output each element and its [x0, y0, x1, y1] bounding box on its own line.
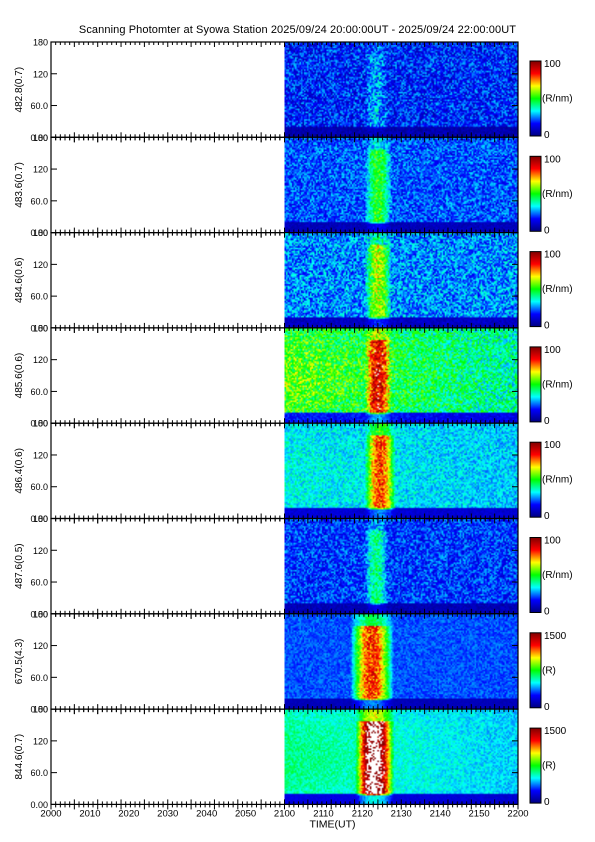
heatmap-panel-5: [284, 423, 518, 519]
colorbar: [529, 346, 542, 423]
y-tick-label: 180: [33, 514, 48, 524]
colorbar: [529, 537, 542, 613]
x-tick-label: 2100: [274, 808, 295, 819]
colorbar-unit-label: (R): [542, 761, 556, 772]
y-tick-label: 120: [33, 165, 48, 175]
y-axis-label: 483.6(0.7): [14, 162, 25, 208]
y-tick-label: 60.0: [30, 673, 48, 683]
y-axis-label: 484.6(0.6): [14, 257, 25, 303]
x-tick-label: 2050: [235, 808, 256, 819]
x-tick-label: 2110: [313, 808, 333, 819]
x-tick-label: 2000: [40, 808, 61, 819]
y-tick-label: 60.0: [30, 292, 48, 302]
y-tick-label: 0.00: [30, 609, 48, 619]
colorbar: [529, 441, 542, 518]
x-tick-label: 2020: [118, 808, 139, 819]
x-tick-label: 2120: [352, 808, 373, 819]
x-tick-label: 2010: [79, 808, 100, 819]
colorbar-min-label: 0: [544, 607, 550, 618]
y-tick-label: 0.00: [30, 133, 48, 143]
x-tick-label: 2130: [391, 808, 412, 819]
colorbar-unit-label: (R/nm): [542, 379, 573, 390]
y-tick-label: 0.00: [30, 228, 48, 238]
y-tick-label: 180: [33, 323, 48, 333]
y-tick-label: 0.00: [30, 419, 48, 429]
heatmap-panel-6: [284, 518, 518, 614]
y-axis-label: 487.6(0.5): [14, 543, 25, 589]
y-tick-label: 60.0: [30, 482, 48, 492]
y-axis-label: 486.4(0.6): [14, 448, 25, 494]
colorbar-unit-label: (R/nm): [542, 94, 573, 105]
colorbar-min-label: 0: [544, 511, 550, 522]
y-tick-label: 120: [33, 641, 48, 651]
colorbar: [529, 155, 542, 232]
colorbar-unit-label: (R/nm): [542, 570, 573, 581]
colorbar-min-label: 0: [544, 416, 550, 427]
colorbar-max-label: 100: [544, 345, 561, 356]
colorbar: [529, 251, 542, 328]
y-tick-label: 120: [33, 546, 48, 556]
colorbar-unit-label: (R/nm): [542, 284, 573, 295]
y-tick-label: 120: [33, 355, 48, 365]
colorbar-min-label: 0: [544, 702, 550, 713]
y-axis-label: 670.5(4.3): [14, 639, 25, 685]
heatmap-panel-3: [284, 232, 518, 328]
colorbar-max-label: 1500: [544, 631, 567, 642]
y-tick-label: 180: [33, 38, 48, 48]
y-tick-label: 180: [33, 133, 48, 143]
x-tick-label: 2150: [469, 808, 490, 819]
y-tick-label: 0.00: [30, 514, 48, 524]
y-tick-label: 0.00: [30, 800, 48, 810]
y-tick-label: 60.0: [30, 387, 48, 397]
chart-title: Scanning Photomter at Syowa Station 2025…: [78, 24, 517, 36]
y-tick-label: 0.00: [30, 705, 48, 715]
x-tick-label: 2040: [196, 808, 217, 819]
y-axis-label: 844.6(0.7): [14, 734, 25, 780]
colorbar-unit-label: (R): [542, 665, 556, 676]
colorbar-max-label: 1500: [544, 726, 567, 737]
y-tick-label: 0.00: [30, 323, 48, 333]
colorbar-min-label: 0: [544, 130, 550, 141]
heatmap-panel-4: [284, 327, 518, 424]
y-tick-label: 120: [33, 69, 48, 79]
colorbar-min-label: 0: [544, 321, 550, 332]
heatmap-panel-8: [284, 709, 518, 805]
x-tick-label: 2030: [157, 808, 178, 819]
heatmap-panel-2: [284, 137, 518, 233]
y-tick-label: 180: [33, 419, 48, 429]
x-axis-label: TIME(UT): [309, 818, 355, 830]
y-tick-label: 180: [33, 705, 48, 715]
y-tick-label: 120: [33, 450, 48, 460]
y-axis-label: 482.8(0.7): [14, 67, 25, 113]
heatmap-panel-7: [284, 613, 518, 710]
y-tick-label: 60.0: [30, 578, 48, 588]
x-tick-label: 2140: [430, 808, 451, 819]
y-tick-label: 60.0: [30, 768, 48, 778]
colorbar-max-label: 100: [544, 250, 561, 261]
y-tick-label: 180: [33, 609, 48, 619]
colorbar-unit-label: (R/nm): [542, 189, 573, 200]
y-tick-label: 60.0: [30, 196, 48, 206]
colorbar-max-label: 100: [544, 536, 561, 547]
colorbar: [529, 60, 542, 137]
y-tick-label: 120: [33, 260, 48, 270]
y-tick-label: 60.0: [30, 101, 48, 111]
y-tick-label: 120: [33, 736, 48, 746]
y-axis-label: 485.6(0.6): [14, 353, 25, 399]
colorbar-max-label: 100: [544, 154, 561, 165]
colorbar-max-label: 100: [544, 440, 561, 451]
y-tick-label: 180: [33, 228, 48, 238]
colorbar-max-label: 100: [544, 59, 561, 70]
x-tick-label: 2200: [507, 808, 528, 819]
heatmap-panel-1: [284, 42, 518, 138]
colorbar: [529, 727, 542, 804]
colorbar-min-label: 0: [544, 225, 550, 236]
colorbar: [529, 632, 542, 709]
colorbar-unit-label: (R/nm): [542, 475, 573, 486]
colorbar-min-label: 0: [544, 797, 550, 808]
